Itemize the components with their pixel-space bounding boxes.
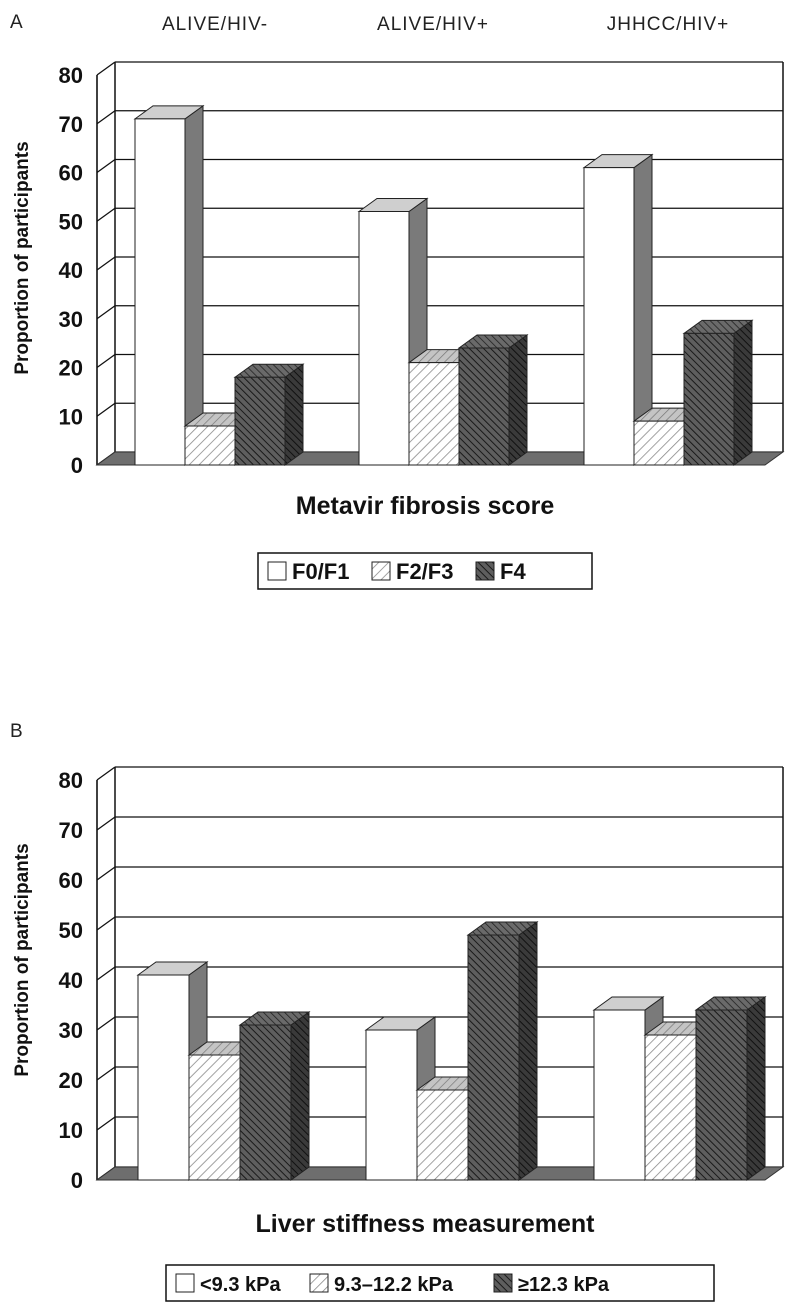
y-tick-label: 70 [59, 818, 83, 843]
bar-front [416, 1089, 469, 1181]
bar [582, 153, 654, 466]
legend-box [165, 1264, 715, 1302]
bar-front [644, 1034, 697, 1181]
y-tick-label: 50 [59, 918, 83, 943]
bar [457, 334, 529, 466]
x-axis-label: Liver stiffness measurement [255, 1210, 595, 1238]
side-wall-gridline [96, 816, 116, 831]
category-label: JHHCC/HIV+ [607, 14, 729, 35]
side-wall-gridline [96, 305, 116, 320]
legend-swatch [475, 561, 495, 581]
bar-side [290, 1011, 310, 1181]
side-wall-gridline [96, 207, 116, 222]
bar-side [746, 996, 766, 1181]
y-axis-label: Proportion of participants [12, 141, 33, 374]
bar-front [137, 974, 190, 1181]
bar-front [695, 1009, 748, 1181]
bar-side [184, 104, 204, 466]
bar-front [365, 1029, 418, 1181]
side-wall-gridline [96, 353, 116, 369]
side-wall-gridline [96, 1116, 116, 1131]
y-tick-label: 0 [71, 1168, 83, 1193]
legend-label: F4 [500, 559, 526, 584]
legend-label: <9.3 kPa [200, 1274, 282, 1296]
bar [466, 921, 539, 1181]
bar-front [239, 1024, 292, 1181]
legend: <9.3 kPa 9.3–12.2 kPa ≥12.3 kPa [165, 1264, 715, 1302]
category-label: ALIVE/HIV- [162, 14, 268, 35]
y-tick-label: 60 [59, 161, 83, 186]
bar [694, 996, 767, 1181]
side-wall-gridline [96, 966, 116, 981]
bar-front [234, 376, 286, 466]
bar-front [467, 934, 520, 1181]
side-wall-gridline [96, 866, 116, 881]
legend-label: 9.3–12.2 kPa [334, 1274, 454, 1296]
y-tick-label: 40 [59, 968, 83, 993]
bar [238, 1011, 311, 1181]
y-tick-label: 40 [59, 258, 83, 283]
bar-side [733, 319, 753, 466]
plot-area: 0 10 20 30 40 50 60 70 80 [59, 766, 785, 1193]
bar-front [184, 425, 236, 466]
plot-area: 0 10 20 30 40 50 60 70 80 [59, 61, 785, 478]
side-wall-gridline [96, 256, 116, 271]
bar-front [633, 420, 685, 466]
bar-front [683, 332, 735, 466]
panel-label: B [10, 721, 23, 742]
panel-label: A [10, 12, 23, 33]
legend-box [257, 552, 593, 590]
y-tick-label: 0 [71, 453, 83, 478]
bar-front [134, 118, 186, 466]
side-wall-gridline [96, 1016, 116, 1031]
legend: F0/F1 F2/F3 F4 [257, 552, 593, 590]
legend-swatch [493, 1273, 513, 1293]
category-labels: ALIVE/HIV- ALIVE/HIV+ JHHCC/HIV+ [162, 14, 729, 35]
side-wall-gridline [96, 61, 116, 76]
legend-swatch [371, 561, 391, 581]
legend-swatch [267, 561, 287, 581]
bar-front [188, 1054, 241, 1181]
y-tick-label: 30 [59, 307, 83, 332]
side-wall-gridline [96, 766, 116, 781]
bar-side [284, 363, 304, 466]
bar-front [358, 211, 410, 466]
x-axis-label: Metavir fibrosis score [296, 492, 555, 520]
y-tick-label: 20 [59, 1068, 83, 1093]
legend-label: ≥12.3 kPa [518, 1274, 610, 1296]
y-tick-label: 30 [59, 1018, 83, 1043]
legend-swatch [175, 1273, 195, 1293]
bar-front [583, 167, 635, 466]
side-wall-gridline [96, 916, 116, 931]
y-axis-label: Proportion of participants [12, 843, 33, 1076]
legend-label: F2/F3 [396, 559, 453, 584]
bar-front [593, 1009, 646, 1181]
legend-label: F0/F1 [292, 559, 349, 584]
side-wall-gridline [96, 110, 116, 125]
chart-panel-a: A ALIVE/HIV- ALIVE/HIV+ JHHCC/HIV+ 0 10 20 30… [10, 12, 785, 590]
bar-side [518, 921, 538, 1181]
bar-front [408, 362, 460, 466]
y-tick-label: 10 [59, 404, 83, 429]
y-tick-label: 80 [59, 768, 83, 793]
side-wall-gridline [96, 402, 116, 417]
y-tick-label: 70 [59, 112, 83, 137]
chart-panel-b: B 0 10 20 30 40 50 60 70 80 Proportion of partic… [10, 721, 785, 1302]
side-wall-gridline [96, 1066, 116, 1081]
bar [133, 104, 205, 466]
bar [682, 319, 754, 466]
y-tick-label: 50 [59, 209, 83, 234]
y-tick-label: 60 [59, 868, 83, 893]
bar-front [458, 347, 510, 466]
y-tick-label: 80 [59, 63, 83, 88]
bar-side [508, 334, 528, 466]
y-tick-label: 20 [59, 356, 83, 381]
category-label: ALIVE/HIV+ [377, 14, 489, 35]
legend-swatch [309, 1273, 329, 1293]
side-wall-gridline [96, 158, 116, 174]
bar [233, 363, 305, 466]
y-tick-label: 10 [59, 1118, 83, 1143]
